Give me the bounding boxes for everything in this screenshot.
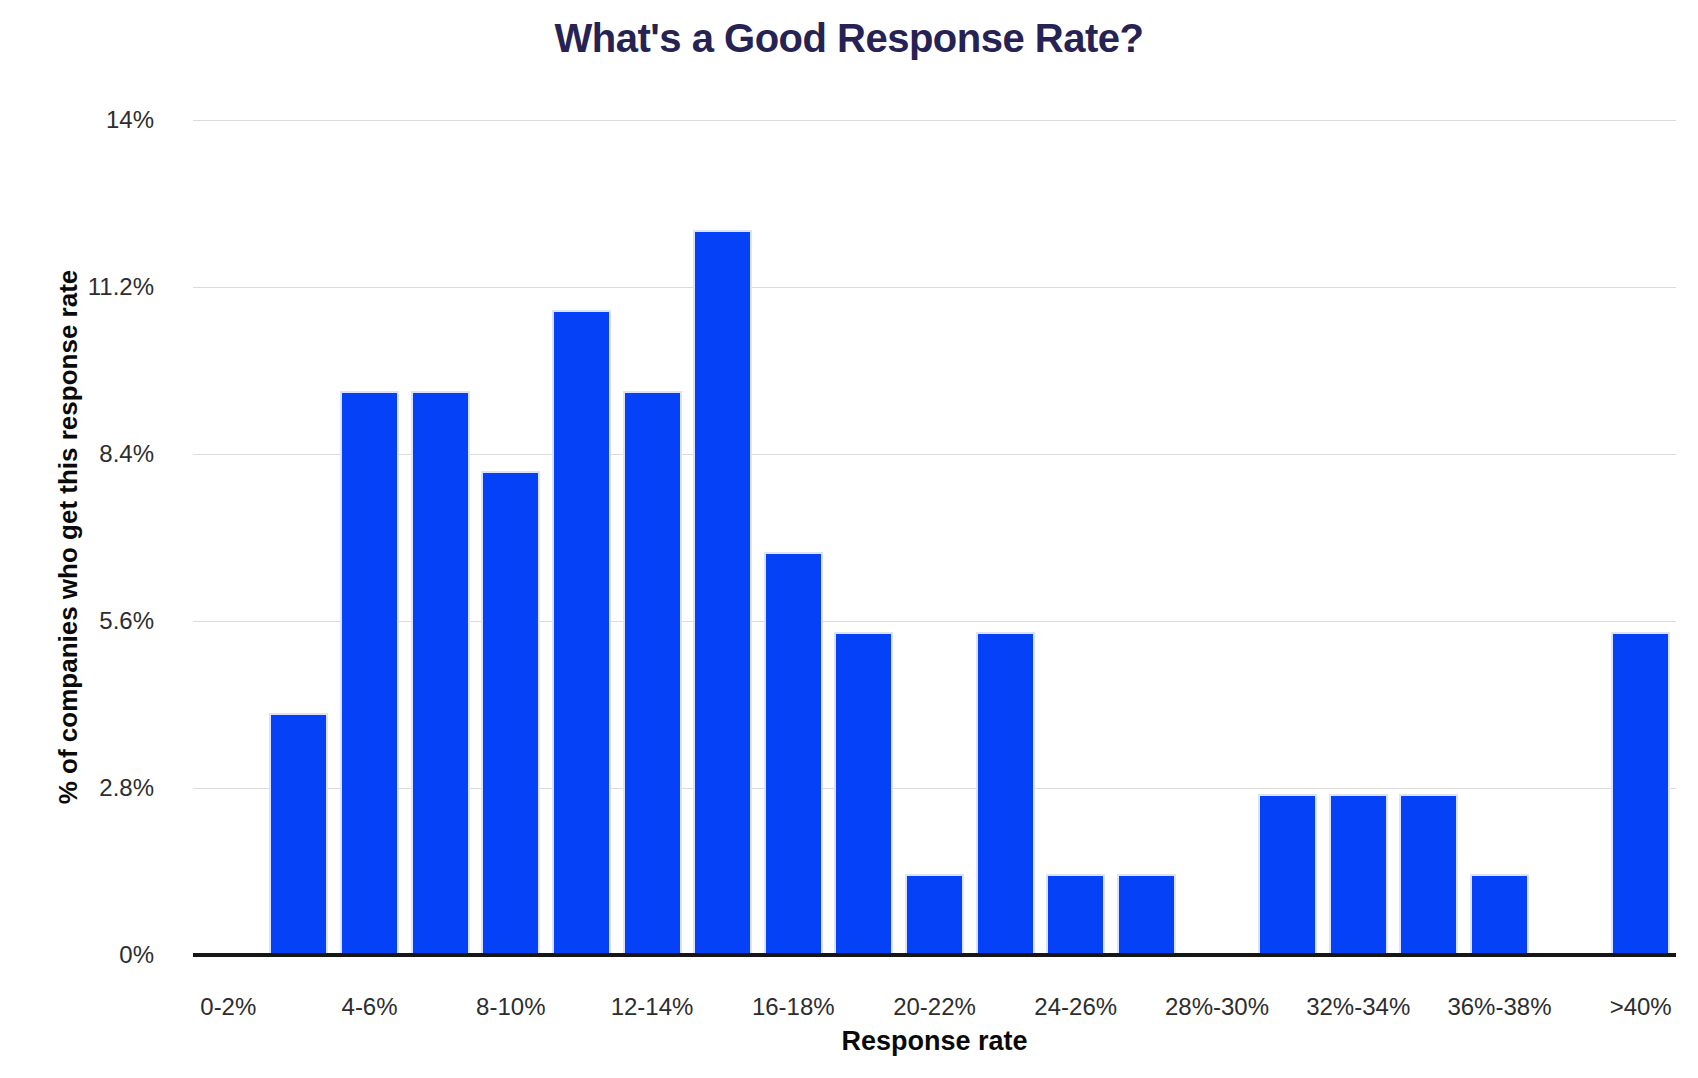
y-axis-tick-labels: 0%2.8%5.6%8.4%11.2%14% — [0, 120, 158, 955]
x-tick-label: 20-22% — [893, 992, 976, 1022]
bar-8-10% — [481, 471, 540, 955]
x-tick-label: 36%-38% — [1447, 992, 1551, 1022]
bar-32%-34% — [1329, 794, 1388, 955]
y-tick-label: 2.8% — [0, 773, 154, 803]
y-tick-label: 5.6% — [0, 606, 154, 636]
x-axis-line — [193, 953, 1676, 957]
y-tick-label: 8.4% — [0, 439, 154, 469]
x-axis-title: Response rate — [193, 1026, 1676, 1057]
bar-4-6% — [340, 391, 399, 955]
x-tick-label: 12-14% — [611, 992, 694, 1022]
x-tick-label: >40% — [1610, 992, 1672, 1022]
x-tick-label: 8-10% — [476, 992, 545, 1022]
bar-16-18% — [764, 552, 823, 955]
bar-10-12% — [552, 310, 611, 955]
chart-title: What's a Good Response Rate? — [0, 16, 1698, 61]
x-tick-label: 4-6% — [342, 992, 398, 1022]
y-tick-label: 0% — [0, 940, 154, 970]
plot-area — [193, 120, 1676, 955]
x-axis-tick-labels: 0-2% 4-6% 8-10% 12-14% 16-18% 20-22% 24-26% 28%… — [193, 992, 1676, 1026]
y-tick-label: 14% — [0, 105, 154, 135]
bar-18-20% — [834, 632, 893, 955]
gridline-11.2% — [193, 287, 1676, 288]
x-tick-label: 16-18% — [752, 992, 835, 1022]
x-tick-label: 28%-30% — [1165, 992, 1269, 1022]
x-tick-label: 32%-34% — [1306, 992, 1410, 1022]
bar-34%-36% — [1399, 794, 1458, 955]
x-tick-label: 0-2% — [200, 992, 256, 1022]
bar-22-24% — [976, 632, 1035, 955]
gridline-14% — [193, 120, 1676, 121]
bar-14-16% — [693, 230, 752, 955]
bar-6-8% — [411, 391, 470, 955]
bar-20-22% — [905, 874, 964, 955]
bar-12-14% — [623, 391, 682, 955]
bar-24-26% — [1046, 874, 1105, 955]
x-tick-label: 24-26% — [1034, 992, 1117, 1022]
bar-2-4% — [269, 713, 328, 955]
bar-30%-32% — [1258, 794, 1317, 955]
bar-36%-38% — [1470, 874, 1529, 955]
bar->40% — [1611, 632, 1670, 955]
bar-26-28% — [1117, 874, 1176, 955]
response-rate-chart: What's a Good Response Rate? % of compan… — [0, 0, 1698, 1078]
y-tick-label: 11.2% — [0, 272, 154, 302]
